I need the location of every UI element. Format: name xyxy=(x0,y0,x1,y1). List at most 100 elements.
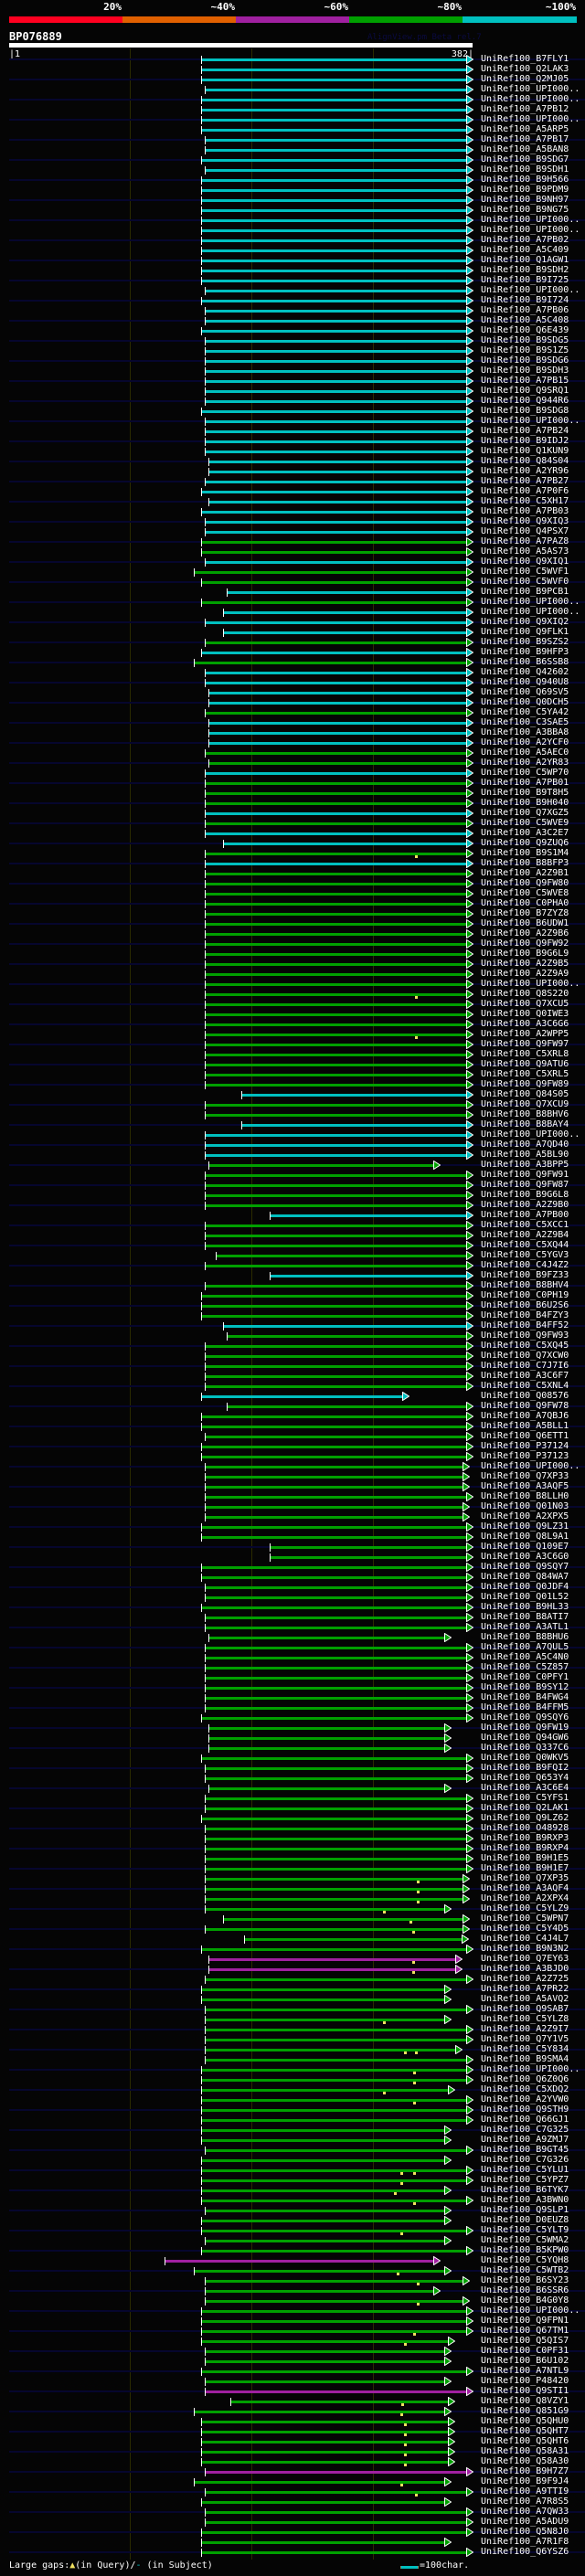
hit-label[interactable]: UniRef100_Q7XP33 xyxy=(481,1471,569,1481)
hit-label[interactable]: UniRef100_C4J4L7 xyxy=(481,1934,569,1944)
alignment-bar[interactable] xyxy=(193,2270,445,2273)
hit-label[interactable]: UniRef100_A3C6F7 xyxy=(481,1371,569,1381)
alignment-bar[interactable] xyxy=(204,1707,466,1710)
alignment-bar[interactable] xyxy=(207,692,466,694)
alignment-bar[interactable] xyxy=(204,641,466,644)
alignment-bar[interactable] xyxy=(204,1013,466,1016)
hit-label[interactable]: UniRef100_B9H1E7 xyxy=(481,1863,569,1873)
alignment-bar[interactable] xyxy=(204,340,466,343)
alignment-bar[interactable] xyxy=(200,2310,466,2313)
hit-label[interactable]: UniRef100_B4FZY3 xyxy=(481,1310,569,1320)
alignment-bar[interactable] xyxy=(200,260,466,262)
alignment-bar[interactable] xyxy=(200,2370,466,2373)
alignment-bar[interactable] xyxy=(200,511,466,514)
alignment-bar[interactable] xyxy=(204,923,466,926)
alignment-bar[interactable] xyxy=(204,1516,463,1519)
hit-label[interactable]: UniRef100_Q69SV5 xyxy=(481,687,569,697)
hit-label[interactable]: UniRef100_B8BHU6 xyxy=(481,1632,569,1642)
hit-label[interactable]: UniRef100_A7PAZ8 xyxy=(481,536,569,546)
alignment-bar[interactable] xyxy=(193,662,466,664)
hit-label[interactable]: UniRef100_Q5QHT7 xyxy=(481,2426,569,2436)
hit-label[interactable]: UniRef100_A7PB12 xyxy=(481,104,569,114)
hit-label[interactable]: UniRef100_Q5QHT6 xyxy=(481,2436,569,2446)
hit-label[interactable]: UniRef100_Q42602 xyxy=(481,667,569,677)
alignment-bar[interactable] xyxy=(207,1164,434,1167)
alignment-bar[interactable] xyxy=(200,199,466,202)
alignment-bar[interactable] xyxy=(204,400,466,403)
hit-label[interactable]: UniRef100_Q9SLP1 xyxy=(481,2205,569,2215)
hit-label[interactable]: UniRef100_UPI000.. xyxy=(481,225,580,235)
hit-label[interactable]: UniRef100_B9I725 xyxy=(481,275,569,285)
hit-label[interactable]: UniRef100_UPI000.. xyxy=(481,607,580,617)
hit-label[interactable]: UniRef100_A3AQF5 xyxy=(481,1481,569,1491)
alignment-bar[interactable] xyxy=(204,1978,466,1981)
hit-label[interactable]: UniRef100_P37123 xyxy=(481,1451,569,1461)
alignment-bar[interactable] xyxy=(204,1677,466,1680)
alignment-bar[interactable] xyxy=(204,2149,466,2152)
hit-label[interactable]: UniRef100_B9SDG7 xyxy=(481,154,569,164)
alignment-bar[interactable] xyxy=(200,1446,466,1448)
alignment-bar[interactable] xyxy=(204,1476,463,1479)
alignment-bar[interactable] xyxy=(200,1998,445,2001)
hit-label[interactable]: UniRef100_A2Z9A9 xyxy=(481,969,569,979)
alignment-bar[interactable] xyxy=(222,1325,466,1328)
alignment-bar[interactable] xyxy=(200,69,466,71)
hit-label[interactable]: UniRef100_B6UDW1 xyxy=(481,918,569,928)
alignment-bar[interactable] xyxy=(200,2169,466,2172)
alignment-bar[interactable] xyxy=(204,822,466,825)
hit-label[interactable]: UniRef100_C0PHA0 xyxy=(481,898,569,908)
hit-label[interactable]: UniRef100_Q94GW6 xyxy=(481,1733,569,1743)
hit-label[interactable]: UniRef100_Q9STI1 xyxy=(481,2386,569,2396)
alignment-bar[interactable] xyxy=(204,1385,466,1388)
alignment-bar[interactable] xyxy=(204,1134,466,1137)
alignment-bar[interactable] xyxy=(204,1114,466,1117)
hit-label[interactable]: UniRef100_C5YA42 xyxy=(481,707,569,717)
hit-label[interactable]: UniRef100_O48928 xyxy=(481,1823,569,1833)
alignment-bar[interactable] xyxy=(200,1566,466,1569)
hit-label[interactable]: UniRef100_C7G325 xyxy=(481,2125,569,2135)
alignment-bar[interactable] xyxy=(200,2230,466,2232)
alignment-bar[interactable] xyxy=(204,2019,445,2021)
hit-label[interactable]: UniRef100_B4FWG4 xyxy=(481,1692,569,1702)
alignment-bar[interactable] xyxy=(200,2069,466,2072)
alignment-bar[interactable] xyxy=(204,1204,466,1207)
hit-label[interactable]: UniRef100_Q1AGW1 xyxy=(481,255,569,265)
hit-label[interactable]: UniRef100_Q66GJ1 xyxy=(481,2115,569,2125)
alignment-bar[interactable] xyxy=(200,601,466,604)
hit-label[interactable]: UniRef100_Q0JDF4 xyxy=(481,1582,569,1592)
hit-label[interactable]: UniRef100_A5AEC0 xyxy=(481,747,569,758)
hit-label[interactable]: UniRef100_Q653Y4 xyxy=(481,1773,569,1783)
hit-label[interactable]: UniRef100_B9NG75 xyxy=(481,205,569,215)
hit-label[interactable]: UniRef100_A2Z9I7 xyxy=(481,2024,569,2034)
hit-label[interactable]: UniRef100_Q337C6 xyxy=(481,1743,569,1753)
alignment-bar[interactable] xyxy=(200,1717,466,1720)
alignment-bar[interactable] xyxy=(204,863,466,865)
hit-label[interactable]: UniRef100_C5WVF1 xyxy=(481,567,569,577)
alignment-bar[interactable] xyxy=(200,2250,466,2253)
alignment-bar[interactable] xyxy=(204,139,466,142)
hit-label[interactable]: UniRef100_Q9FPN1 xyxy=(481,2316,569,2326)
alignment-bar[interactable] xyxy=(200,2220,445,2222)
alignment-bar[interactable] xyxy=(222,1918,463,1921)
alignment-bar[interactable] xyxy=(204,1627,466,1629)
alignment-bar[interactable] xyxy=(204,2390,466,2393)
alignment-bar[interactable] xyxy=(200,1526,466,1529)
alignment-bar[interactable] xyxy=(200,2461,449,2464)
hit-label[interactable]: UniRef100_Q9FLK1 xyxy=(481,627,569,637)
hit-label[interactable]: UniRef100_Q9FW91 xyxy=(481,1170,569,1180)
alignment-bar[interactable] xyxy=(222,843,466,845)
alignment-bar[interactable] xyxy=(204,430,466,433)
alignment-bar[interactable] xyxy=(204,360,466,363)
hit-label[interactable]: UniRef100_UPI000.. xyxy=(481,979,580,989)
alignment-bar[interactable] xyxy=(226,591,466,594)
hit-label[interactable]: UniRef100_Q6YSZ6 xyxy=(481,2547,569,2557)
alignment-bar[interactable] xyxy=(204,370,466,373)
hit-label[interactable]: UniRef100_A7PB06 xyxy=(481,305,569,315)
hit-label[interactable]: UniRef100_Q6E439 xyxy=(481,325,569,335)
hit-label[interactable]: UniRef100_Q9FW19 xyxy=(481,1723,569,1733)
hit-label[interactable]: UniRef100_Q9LZ31 xyxy=(481,1521,569,1532)
alignment-bar[interactable] xyxy=(200,2441,449,2443)
alignment-bar[interactable] xyxy=(204,1265,466,1267)
alignment-bar[interactable] xyxy=(204,149,466,152)
hit-label[interactable]: UniRef100_A2XPX4 xyxy=(481,1893,569,1903)
